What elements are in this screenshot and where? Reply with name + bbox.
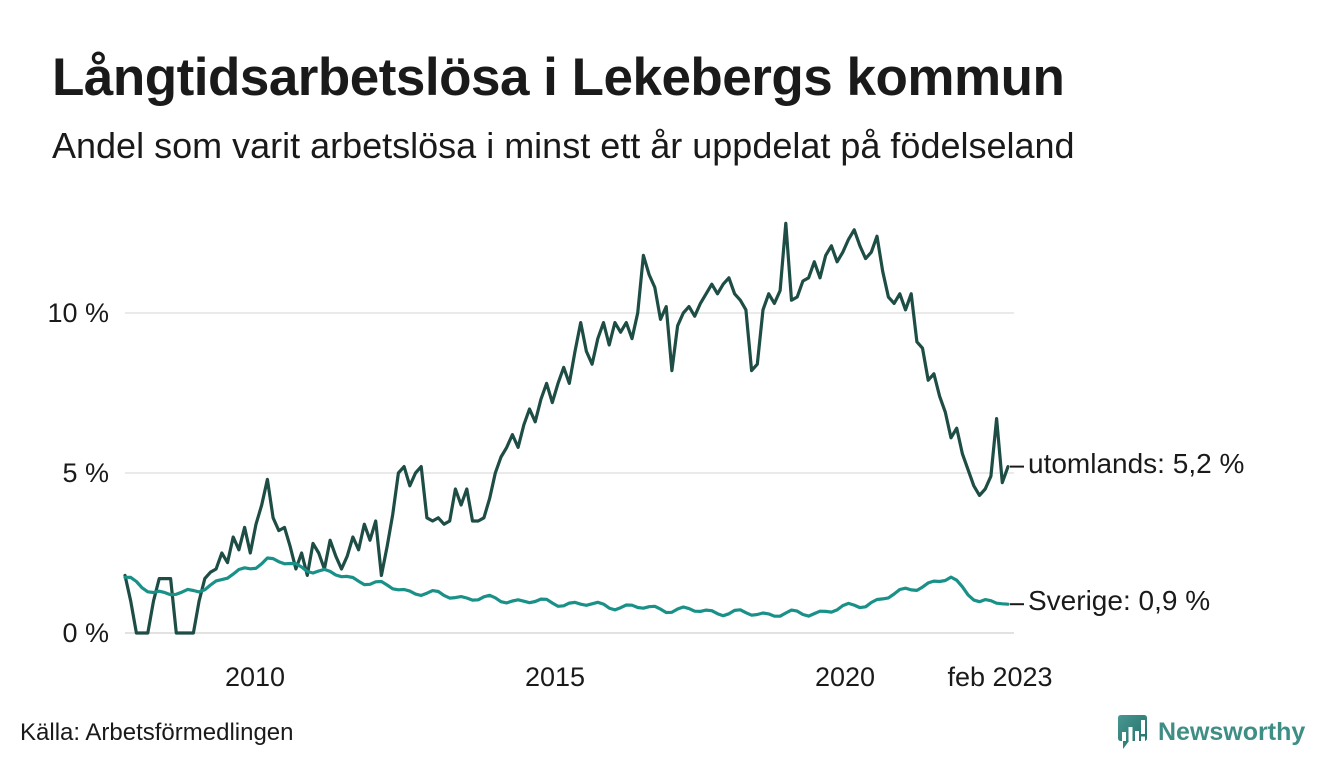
svg-text:Newsworthy: Newsworthy	[1158, 718, 1305, 746]
svg-text:0 %: 0 %	[62, 618, 109, 648]
svg-text:10 %: 10 %	[47, 298, 109, 328]
svg-text:utomlands: 5,2 %: utomlands: 5,2 %	[1028, 448, 1244, 479]
svg-text:2015: 2015	[525, 662, 585, 692]
svg-text:2010: 2010	[225, 662, 285, 692]
svg-text:5 %: 5 %	[62, 458, 109, 488]
svg-text:2020: 2020	[815, 662, 875, 692]
svg-text:feb 2023: feb 2023	[947, 662, 1052, 692]
svg-text:Sverige: 0,9 %: Sverige: 0,9 %	[1028, 585, 1210, 616]
